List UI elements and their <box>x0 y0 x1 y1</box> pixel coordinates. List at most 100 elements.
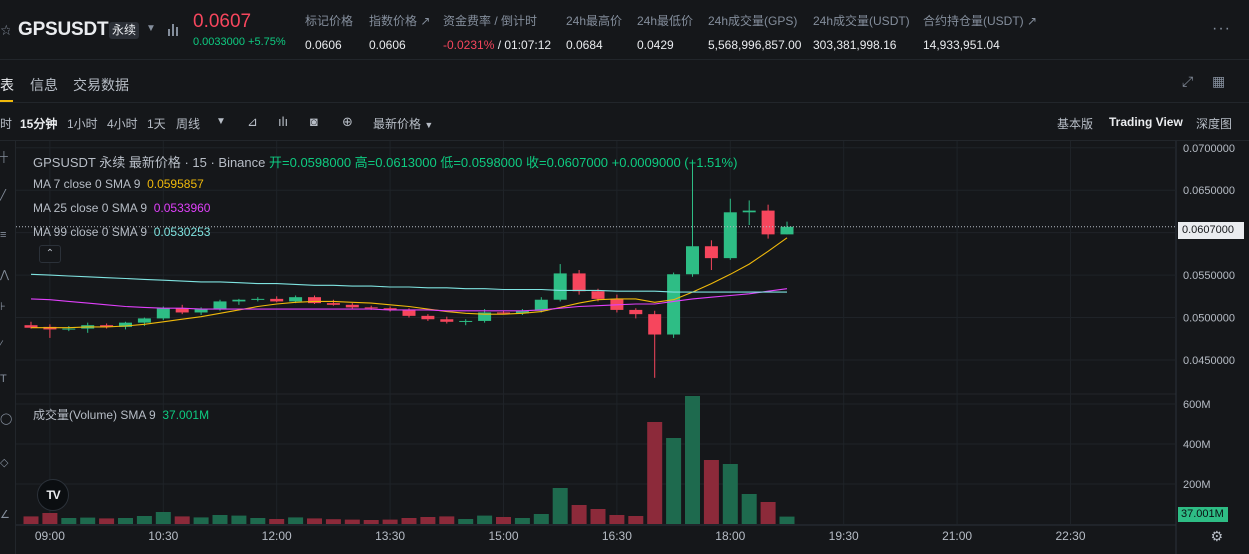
stat-label: 24h最高价 <box>566 14 623 28</box>
volume-bar <box>325 519 341 524</box>
price-chart[interactable]: 0.07000000.06500000.06000000.05500000.05… <box>16 141 1249 554</box>
volume-bar <box>288 517 304 524</box>
volume-bar <box>609 515 625 524</box>
view-depth[interactable]: 深度图 <box>1196 117 1233 131</box>
volume-bar <box>760 502 776 524</box>
stat-mark-price: 标记价格 0.0606 <box>305 12 353 52</box>
funding-rate-value: -0.0231% <box>443 38 495 52</box>
interval-option[interactable]: 时 <box>0 117 13 131</box>
layout-grid-icon[interactable]: ▦ <box>1212 73 1226 89</box>
volume-bar <box>571 505 587 524</box>
last-price: 0.0607 <box>193 11 252 32</box>
interval-1w[interactable]: 周线 <box>176 117 201 131</box>
ma-label: MA 99 close 0 SMA 9 <box>33 225 148 239</box>
more-horizontal-icon[interactable]: ··· <box>1212 20 1231 37</box>
candle-body <box>742 210 756 213</box>
pattern-icon[interactable]: ⋀ <box>0 269 10 281</box>
time-tick-label: 09:00 <box>35 529 65 543</box>
ma-value: 0.0530253 <box>153 225 211 239</box>
volume-bar <box>80 517 96 524</box>
volume-bar <box>23 516 39 524</box>
candle-body <box>251 298 265 300</box>
candle-body <box>478 312 492 321</box>
tab-info[interactable]: 信息 <box>30 77 58 93</box>
volume-value: 37.001M <box>162 408 210 422</box>
volume-bar <box>136 516 152 524</box>
price-tick-label: 0.0700000 <box>1183 143 1235 155</box>
indicators-icon[interactable]: ılı <box>278 114 289 129</box>
candle-body <box>213 301 227 310</box>
favorite-star-icon[interactable]: ☆ <box>0 22 10 38</box>
volume-bar <box>307 518 322 524</box>
interval-15m[interactable]: 15分钟 <box>20 117 58 131</box>
stat-value: 0.0606 <box>305 38 342 52</box>
volume-bar <box>477 515 493 524</box>
expand-icon[interactable]: ⤢ <box>1182 73 1194 89</box>
tab-trading-data[interactable]: 交易数据 <box>73 77 129 93</box>
stat-value: 0.0606 <box>369 38 406 52</box>
interval-1d[interactable]: 1天 <box>147 117 166 131</box>
volume-bar <box>647 422 663 524</box>
time-tick-label: 22:30 <box>1055 529 1085 543</box>
volume-bar <box>401 518 417 524</box>
candle-body <box>137 318 151 323</box>
time-tick-label: 18:00 <box>715 529 745 543</box>
volume-bar <box>779 516 795 524</box>
interval-dropdown-icon[interactable]: ▼ <box>216 116 226 127</box>
stat-open-interest[interactable]: 合约持仓量(USDT) ↗ 14,933,951.04 <box>923 12 1037 52</box>
volume-bar <box>363 520 379 524</box>
brush-icon[interactable]: ∕ <box>0 339 2 351</box>
text-icon[interactable]: T <box>0 373 7 385</box>
symbol-dropdown-icon[interactable]: ▼ <box>146 23 156 34</box>
stat-index-price[interactable]: 指数价格 ↗ 0.0606 <box>369 12 430 52</box>
legend-volume[interactable]: 成交量(Volume) SMA 9 37.001M <box>33 406 209 423</box>
ma-value: 0.0595857 <box>147 177 204 191</box>
legend-ma7[interactable]: MA 7 close 0 SMA 9 0.0595857 <box>33 177 204 191</box>
chart-canvas[interactable]: 0.07000000.06500000.06000000.05500000.05… <box>16 141 1249 554</box>
stat-label: 24h成交量(USDT) <box>813 14 910 28</box>
candle-body <box>24 325 38 328</box>
time-tick-label: 21:00 <box>942 529 972 543</box>
volume-bar <box>212 515 228 524</box>
camera-icon[interactable]: ◙ <box>310 114 318 129</box>
volume-bar <box>514 518 530 524</box>
measure-icon[interactable]: ◯ <box>0 413 12 425</box>
time-tick-label: 15:00 <box>488 529 518 543</box>
candle-body <box>232 299 246 302</box>
view-tradingview[interactable]: Trading View <box>1109 115 1183 129</box>
magnet-icon[interactable]: ∠ <box>0 509 10 521</box>
interval-1h[interactable]: 1小时 <box>67 117 98 131</box>
price-source-select[interactable]: 最新价格 ▼ <box>373 115 433 132</box>
zoom-icon[interactable]: ◇ <box>0 457 9 469</box>
candle-body <box>62 328 76 330</box>
chart-legend: GPSUSDT 永续 最新价格 · 15 · Binance 开=0.05980… <box>33 152 737 171</box>
tab-chart[interactable]: 表 <box>0 77 14 93</box>
collapse-legend-button[interactable]: ⌃ <box>39 245 61 263</box>
prediction-icon[interactable]: ⊦ <box>0 301 6 313</box>
stat-value: 303,381,998.16 <box>813 38 897 52</box>
gear-icon[interactable]: ⚙ <box>1210 528 1223 544</box>
chart-type-icon[interactable]: ⊿ <box>247 114 258 129</box>
candle-body <box>572 273 586 292</box>
tradingview-logo[interactable]: TV <box>37 479 69 511</box>
mini-chart-icon[interactable] <box>168 22 178 36</box>
time-tick-label: 19:30 <box>829 529 859 543</box>
interval-4h[interactable]: 4小时 <box>107 117 138 131</box>
candle-body <box>459 320 473 322</box>
legend-ma25[interactable]: MA 25 close 0 SMA 9 0.0533960 <box>33 201 210 215</box>
candle-body <box>175 308 189 313</box>
crosshair-icon[interactable]: ┼ <box>0 151 8 163</box>
ma-value: 0.0533960 <box>153 201 211 215</box>
fib-icon[interactable]: ≡ <box>0 229 7 241</box>
add-circle-icon[interactable]: ⊕ <box>342 114 353 129</box>
volume-bar <box>382 519 398 524</box>
symbol-name[interactable]: GPSUSDT <box>18 19 109 40</box>
stat-24h-low: 24h最低价 0.0429 <box>637 12 693 52</box>
volume-bar <box>741 494 757 524</box>
view-basic[interactable]: 基本版 <box>1057 117 1094 131</box>
trendline-icon[interactable]: ╱ <box>0 189 7 201</box>
candle-body <box>270 298 284 302</box>
funding-countdown: / 01:07:12 <box>494 38 552 52</box>
ma-line <box>30 273 787 293</box>
legend-ma99[interactable]: MA 99 close 0 SMA 9 0.0530253 <box>33 225 210 239</box>
